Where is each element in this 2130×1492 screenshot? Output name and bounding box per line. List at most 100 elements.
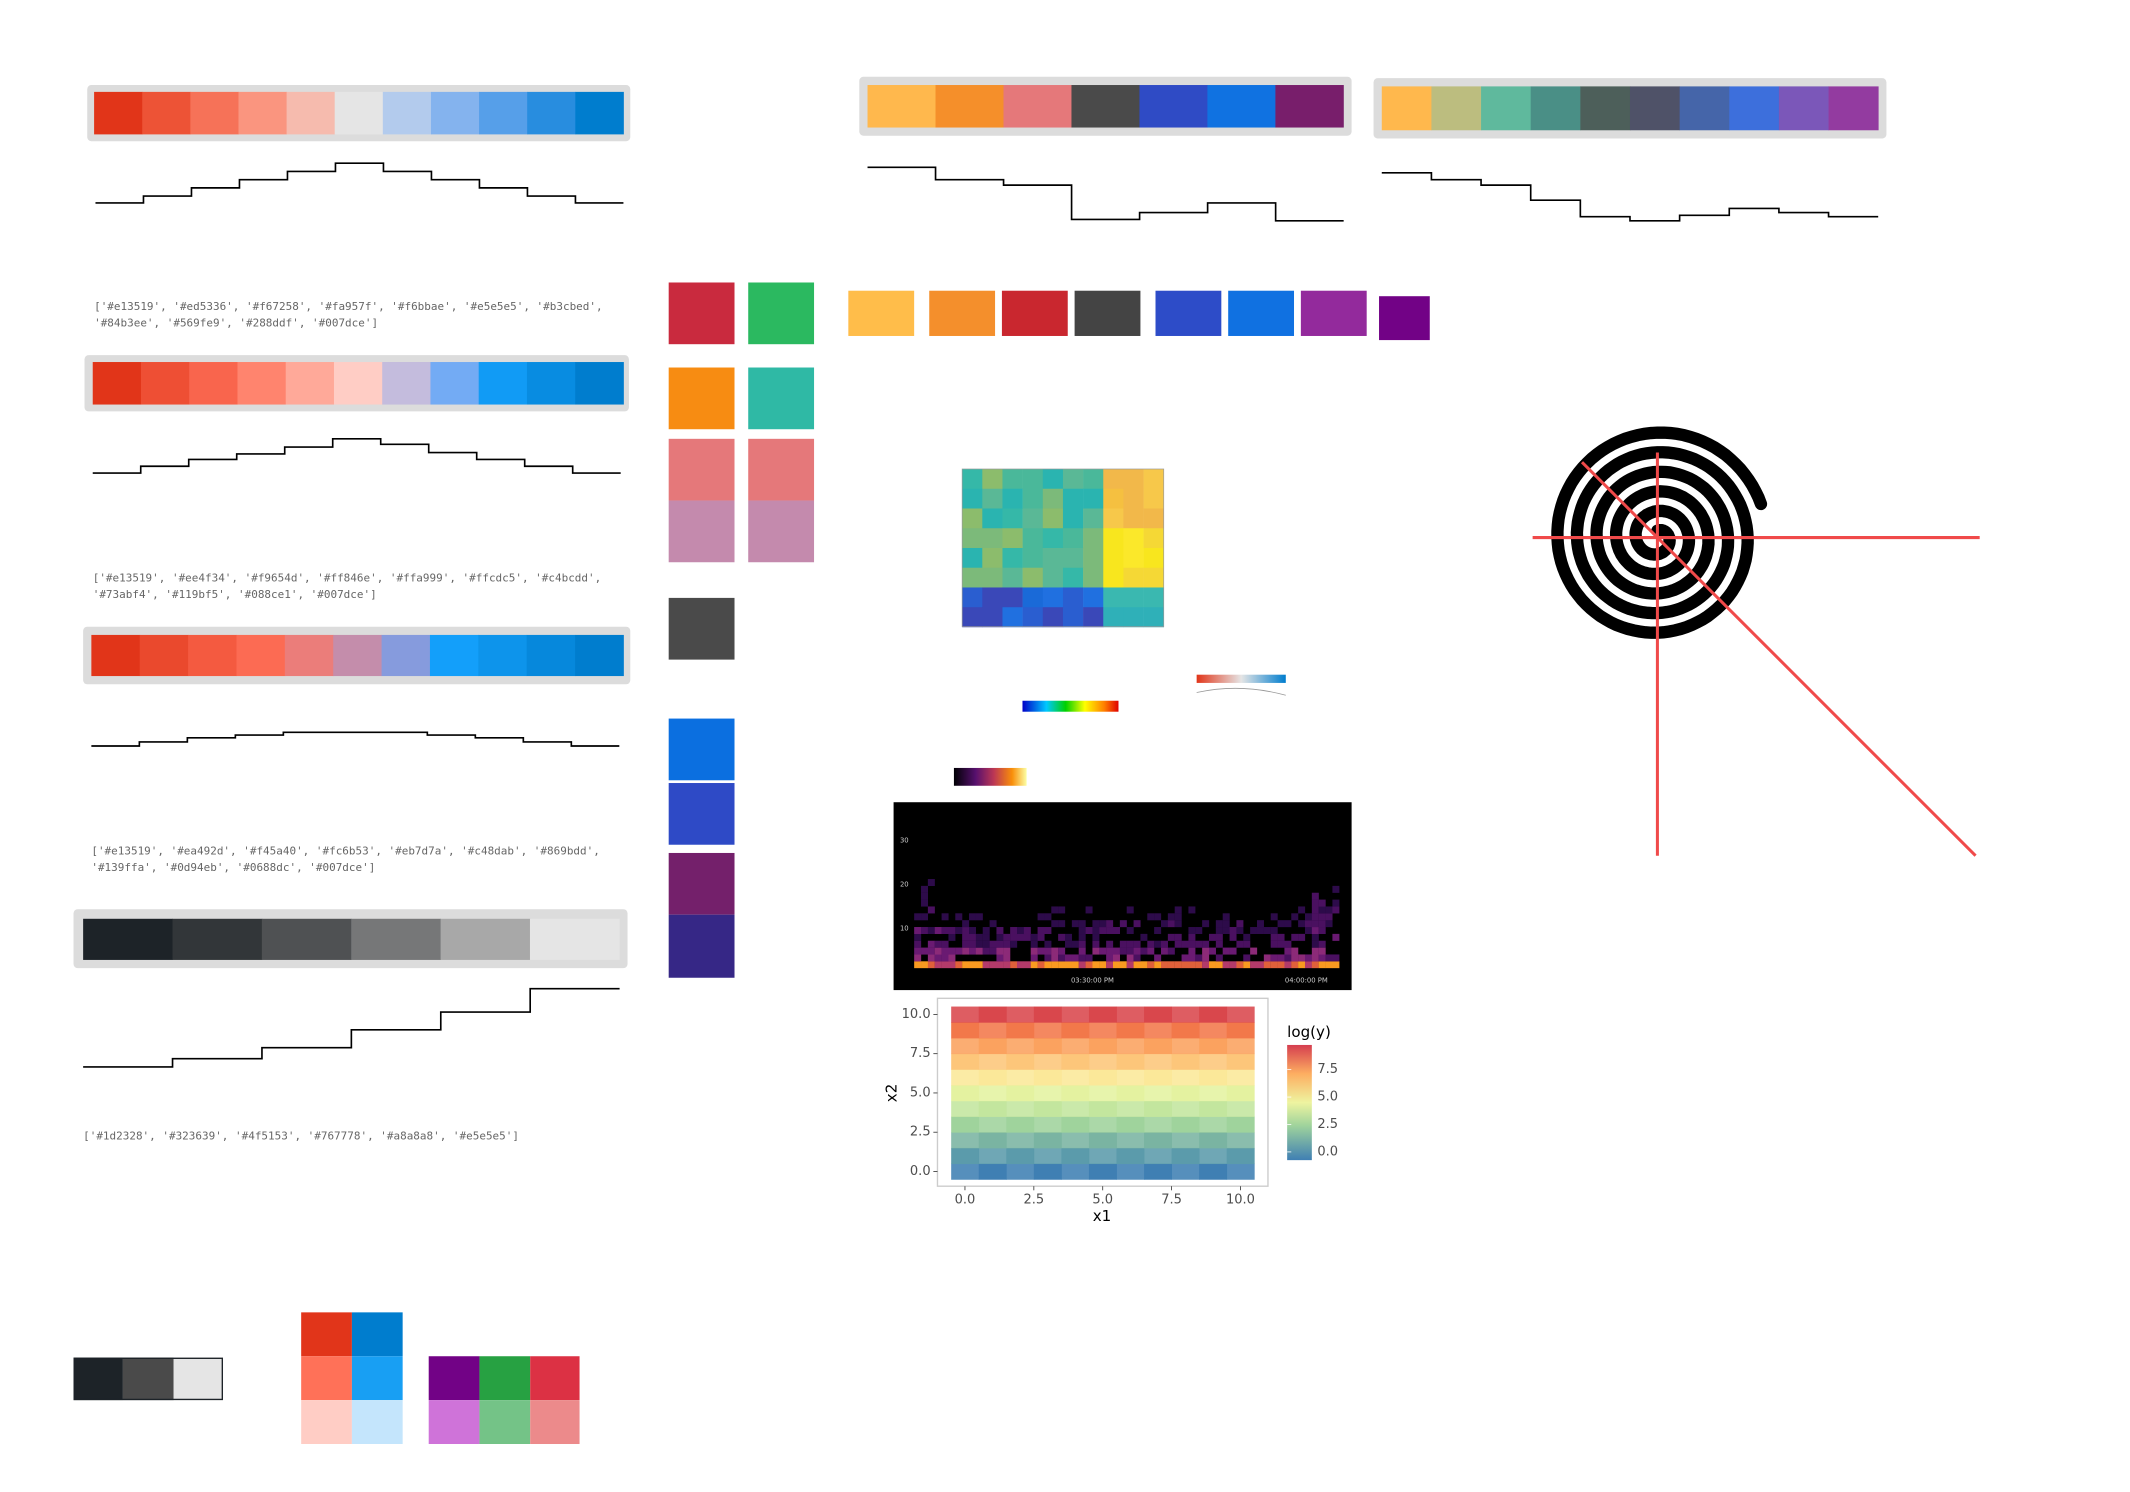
spectrogram-cell [1003, 933, 1011, 941]
swatch [527, 91, 576, 135]
spectrogram-cell [1071, 961, 1079, 969]
spectrogram-cell [1195, 961, 1203, 969]
spectrogram-cell [934, 954, 942, 962]
heat-tile [1116, 1100, 1145, 1117]
spectrogram-cell [1023, 933, 1031, 941]
heat-tile [1144, 1069, 1173, 1086]
heat-tile [1033, 1100, 1062, 1117]
heat-tile [1171, 1053, 1200, 1070]
spectrogram-cell [927, 947, 935, 955]
spectrogram-cell [1058, 906, 1066, 914]
spectrogram-cell [1325, 954, 1333, 962]
spectrogram-cell [948, 933, 956, 941]
spectrogram-cell [1099, 961, 1107, 969]
spectrogram-cell [1222, 913, 1230, 921]
hex-list: '#84b3ee', '#569fe9', '#288ddf', '#007dc… [94, 316, 378, 329]
spectrogram-cell [1167, 913, 1175, 921]
heat-tile [1061, 1037, 1090, 1055]
spectrogram-cell [1037, 933, 1045, 941]
spectrogram-cell [1304, 920, 1312, 928]
spectrogram-cell [914, 913, 922, 921]
swatch [334, 91, 384, 135]
spectrogram-cell [1140, 933, 1148, 941]
heat-tile [1006, 1006, 1035, 1023]
spectrogram-cell [1304, 961, 1312, 969]
swatch [530, 1400, 580, 1445]
spectrogram-cell [1058, 920, 1066, 928]
heatmap-tile [1143, 587, 1165, 608]
heatmap-tile [1042, 508, 1064, 529]
y-axis-title: x2 [883, 1084, 901, 1103]
spectrogram-cell [1030, 940, 1038, 948]
swatch [668, 914, 735, 978]
heat-tile [1033, 1085, 1062, 1102]
swatch [867, 85, 936, 128]
spectrogram-cell [1215, 940, 1223, 948]
spectrogram-cell [1010, 927, 1018, 935]
spectrogram-cell [1311, 892, 1319, 900]
spiral [1551, 426, 1768, 639]
heatmap-tile [1143, 488, 1165, 509]
heat-tile [978, 1006, 1007, 1023]
spectrogram-cell [1154, 927, 1162, 935]
spectrogram-cell [1092, 940, 1100, 948]
y-tick-label: 10 [900, 924, 909, 932]
heatmap-tile [962, 547, 983, 569]
heatmap-tile [1042, 587, 1064, 608]
swatch [1629, 86, 1681, 131]
spectrogram-cell [996, 961, 1004, 969]
spectrogram-cell [1174, 906, 1182, 914]
spectrogram-cell [1222, 961, 1230, 969]
spectrogram-cell [1106, 954, 1114, 962]
heat-tile [1199, 1006, 1228, 1023]
heat-tile [1088, 1132, 1117, 1149]
spectrogram-cell [1078, 954, 1086, 962]
spectrogram-cell [1215, 933, 1223, 941]
swatch [1155, 290, 1222, 336]
heat-tile [1144, 1147, 1173, 1165]
spectrogram-cell [1277, 961, 1285, 969]
swatch [286, 91, 336, 135]
spectrogram-cell [1099, 927, 1107, 935]
spectrogram-cell [969, 961, 977, 969]
mini-step-line [1196, 687, 1286, 696]
x-tick-label: 03:30:00 PM [1071, 976, 1114, 984]
spectrogram-cell [1291, 913, 1299, 921]
spectrogram-cell [1202, 961, 1210, 969]
swatch [173, 1357, 224, 1401]
swatch [382, 91, 432, 135]
spectrogram-cell [1188, 906, 1196, 914]
swatch [91, 634, 141, 677]
hex-list: ['#e13519', '#ee4f34', '#f9654d', '#ff84… [93, 571, 601, 584]
swatch [440, 918, 531, 960]
spectrogram-cell [1065, 954, 1072, 962]
heat-tile [1033, 1006, 1062, 1023]
spectrogram-cell [989, 940, 997, 948]
spectrogram-cell [1222, 947, 1230, 955]
spectrogram-cell [969, 933, 977, 941]
spectrogram-cell [1222, 927, 1230, 935]
spectrogram-cell [1236, 920, 1244, 928]
spectrogram-cell [1126, 954, 1134, 962]
heat-tile [1006, 1163, 1035, 1180]
heatmap-tile [1123, 468, 1144, 490]
spectrogram-cell [1277, 954, 1285, 962]
spectrogram-cell [1181, 954, 1189, 962]
heatmap-tile [1083, 547, 1104, 569]
swatch [284, 634, 334, 677]
heat-tile [1033, 1163, 1062, 1180]
heat-tile [1226, 1163, 1255, 1180]
spectrogram-cell [1174, 920, 1182, 928]
spectrogram-cell [962, 940, 970, 948]
spectrogram-cell [1092, 947, 1100, 955]
swatch [1139, 85, 1208, 128]
spectrogram-cell [1051, 961, 1059, 969]
spectrogram-cell [1229, 927, 1237, 935]
heat-tile [1061, 1053, 1090, 1070]
heat-tile [1226, 1100, 1255, 1117]
spectrogram-cell [962, 920, 970, 928]
spectrogram-cell [1215, 954, 1223, 962]
spectrogram-cell [969, 940, 977, 948]
y-tick-label: 7.5 [910, 1046, 931, 1061]
